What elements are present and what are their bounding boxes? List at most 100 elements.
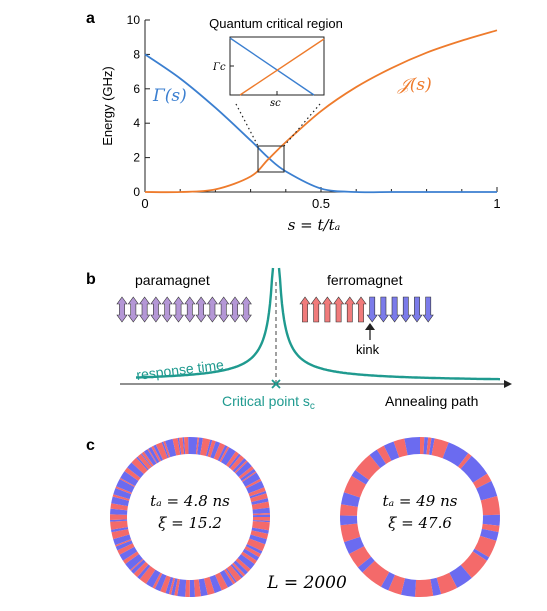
- inset-frame: [229, 36, 325, 96]
- spin-up: [333, 296, 345, 323]
- response-time-label: response time: [135, 356, 224, 383]
- ring-domain: [249, 491, 267, 499]
- ring-domain: [124, 467, 141, 481]
- j-label: 𝒥(s): [397, 75, 432, 95]
- ring-domain: [146, 569, 161, 588]
- ring-domain: [343, 475, 367, 498]
- ring-domain: [172, 437, 181, 456]
- ring-domain: [240, 551, 257, 565]
- ring-domain: [116, 478, 135, 493]
- ring-domain: [369, 449, 387, 469]
- ytick-label: 8: [133, 47, 140, 61]
- ring-domain: [147, 448, 158, 464]
- ring2-ta: tₐ = 49 ns: [383, 492, 458, 510]
- spin-superposition: [229, 296, 241, 323]
- ring-domain: [174, 578, 180, 596]
- ring-domain: [245, 478, 262, 489]
- ring-domain: [177, 579, 187, 597]
- ring-domain: [252, 507, 270, 514]
- gamma-curve: [144, 53, 497, 194]
- spin-down: [400, 296, 412, 323]
- ring-domain: [244, 546, 261, 558]
- spin-superposition: [116, 296, 128, 323]
- ring-domain: [231, 562, 246, 577]
- ferromagnet-spins: [299, 296, 434, 323]
- ring-domain: [341, 492, 361, 507]
- ring-domain: [388, 574, 406, 595]
- ring-domain: [349, 546, 372, 568]
- ring-domain: [242, 548, 260, 561]
- ring-domain: [207, 440, 216, 458]
- ytick-label: 2: [133, 151, 140, 165]
- ring-domain: [481, 523, 500, 533]
- ring-domain: [110, 508, 128, 515]
- spin-superposition: [184, 296, 196, 323]
- ring-domain: [133, 561, 149, 578]
- ring-domain: [426, 437, 432, 455]
- spin-superposition: [161, 296, 173, 323]
- ring-domain: [200, 438, 211, 457]
- annealing-axis-arrowhead: [504, 380, 512, 388]
- ring-domain: [125, 553, 143, 570]
- ring-domain: [224, 568, 236, 585]
- ring-domain: [119, 477, 136, 488]
- ring-domain: [110, 514, 128, 520]
- ring-domain: [148, 447, 160, 464]
- ring-domain: [113, 488, 132, 500]
- response-curve-right: [277, 267, 500, 381]
- ring-domain: [344, 536, 365, 554]
- panel-a-letter: a: [86, 10, 95, 27]
- ytick-label: 4: [133, 116, 140, 130]
- ring-domain: [250, 530, 269, 540]
- ring-domain: [351, 470, 370, 485]
- ring-domain: [482, 514, 500, 526]
- ring-domain: [137, 453, 152, 470]
- paramagnet-spins: [116, 296, 252, 323]
- ring-domain: [226, 451, 239, 468]
- ring-domain: [112, 494, 130, 501]
- ring-domain: [238, 466, 254, 480]
- inset-gamma-line: [229, 37, 315, 96]
- ring-domain: [248, 487, 266, 497]
- ring-domain: [119, 546, 138, 561]
- ring-domain: [252, 514, 270, 517]
- ring-domain: [111, 527, 129, 533]
- ring-domain: [215, 572, 228, 591]
- paramagnet-label: paramagnet: [135, 272, 210, 288]
- spin-down: [389, 296, 401, 323]
- ring-domain: [230, 563, 244, 579]
- ring-domain: [393, 438, 408, 458]
- ring-domain: [252, 516, 270, 521]
- spin-up: [344, 296, 356, 323]
- ring-domain: [141, 451, 154, 467]
- ring-domain: [240, 468, 256, 482]
- ring-domain: [203, 576, 215, 596]
- ytick-label: 6: [133, 82, 140, 96]
- ferromagnet-label: ferromagnet: [327, 272, 403, 288]
- ring-domain: [460, 551, 488, 578]
- panel-c-letter: c: [86, 437, 95, 454]
- ring-domain: [429, 437, 435, 456]
- ring-domain: [131, 457, 148, 475]
- ring-domain: [198, 578, 208, 597]
- spin-superposition: [206, 296, 218, 323]
- ring-long-anneal: [339, 437, 500, 597]
- ring-domain: [423, 437, 429, 455]
- annealing-path-label: Annealing path: [385, 393, 478, 409]
- ring-domain: [220, 447, 236, 466]
- inset-ylabel: Γc: [212, 62, 226, 73]
- spin-superposition: [172, 296, 185, 323]
- ring-domain: [460, 455, 488, 483]
- ring-domain: [205, 439, 213, 457]
- ring-domain: [246, 480, 265, 494]
- ring-domain: [165, 576, 174, 595]
- ring-domain: [130, 559, 146, 574]
- ring-domain: [340, 504, 358, 516]
- ring1-ta: tₐ = 4.8 ns: [150, 492, 230, 510]
- ring-domain: [472, 473, 492, 489]
- ring-domain: [476, 480, 498, 501]
- ring-domain: [219, 570, 234, 588]
- spin-superposition: [195, 296, 207, 323]
- ring-domain: [130, 558, 144, 572]
